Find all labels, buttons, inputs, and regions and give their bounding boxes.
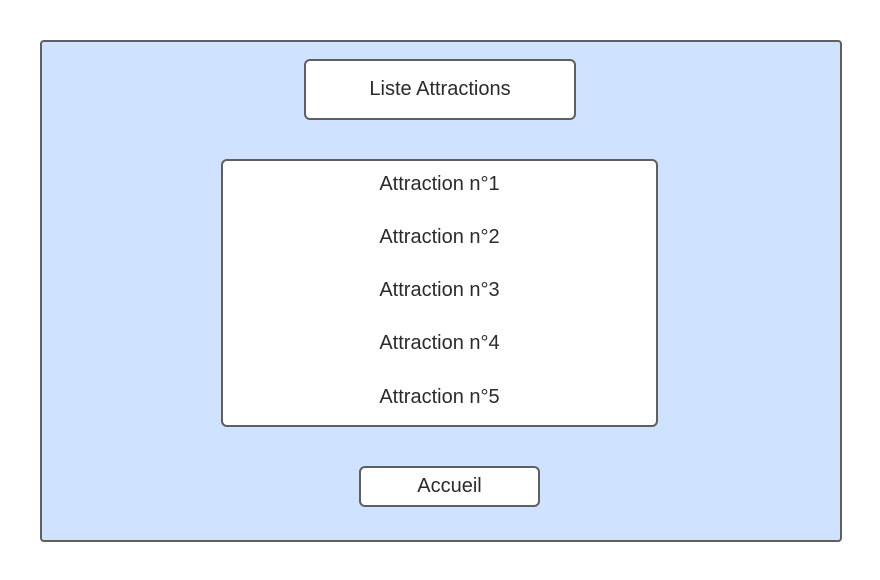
list-item-attraction-3[interactable]: Attraction n°3 (223, 275, 656, 305)
home-button-label: Accueil (417, 475, 481, 498)
list-item-attraction-5[interactable]: Attraction n°5 (223, 382, 656, 412)
home-button[interactable]: Accueil (359, 466, 540, 507)
page-title: Liste Attractions (304, 59, 576, 120)
attractions-list: Attraction n°1 Attraction n°2 Attraction… (221, 159, 658, 427)
list-item-attraction-2[interactable]: Attraction n°2 (223, 222, 656, 252)
list-item-attraction-1[interactable]: Attraction n°1 (223, 169, 656, 199)
list-item-attraction-4[interactable]: Attraction n°4 (223, 328, 656, 358)
page-title-label: Liste Attractions (369, 78, 510, 101)
